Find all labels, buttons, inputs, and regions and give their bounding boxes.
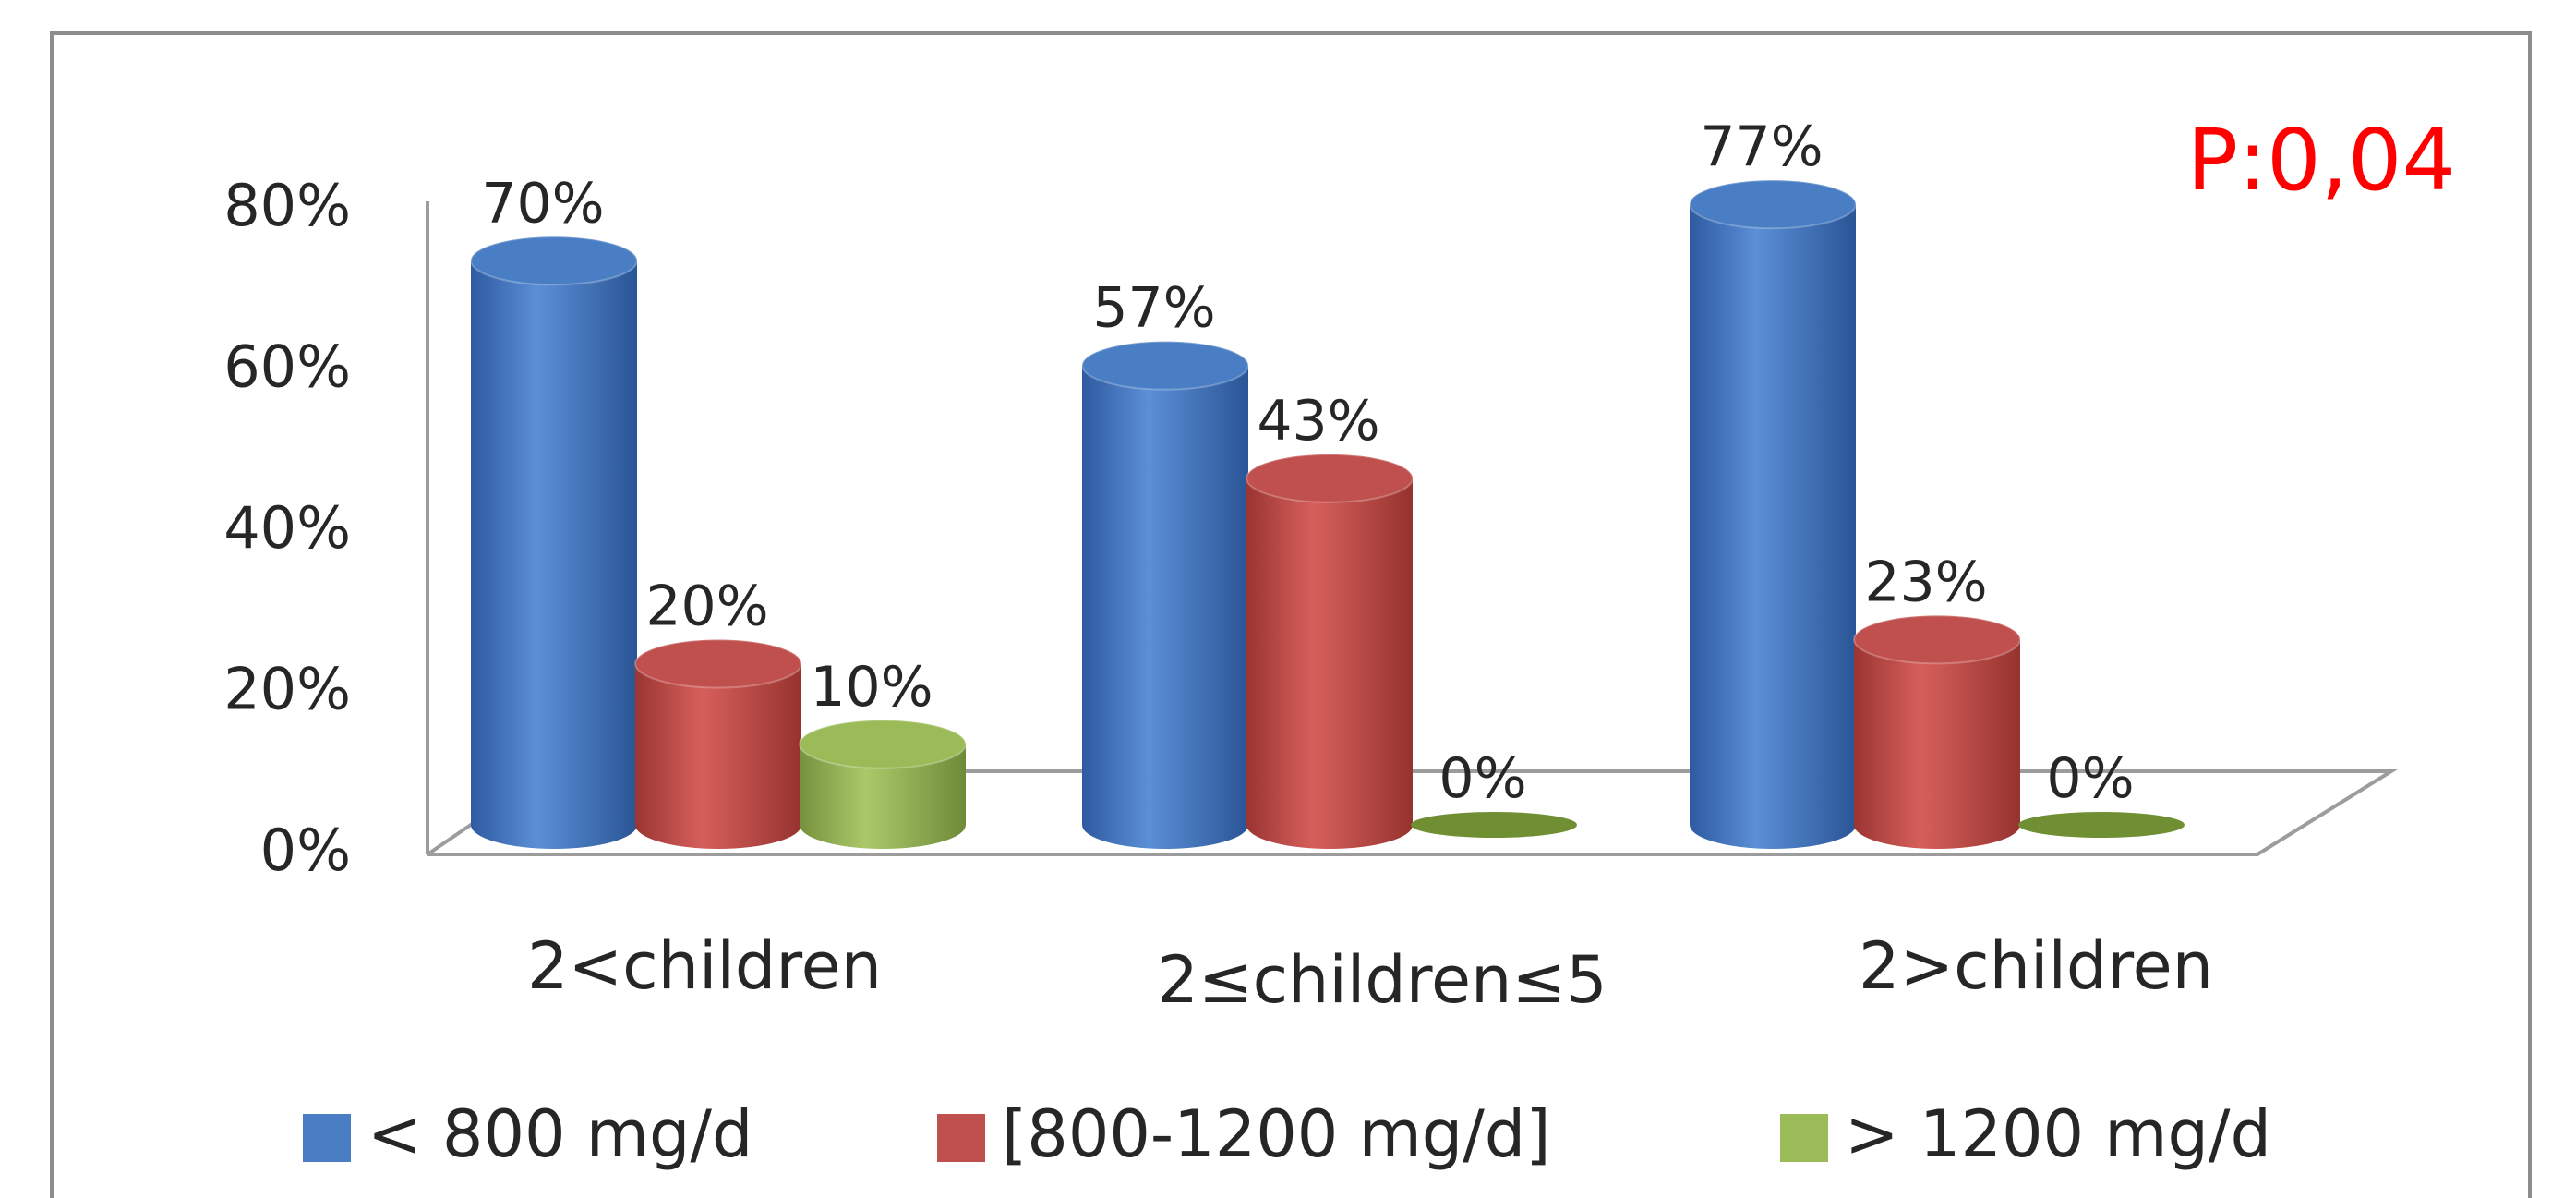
bar-top <box>634 638 802 689</box>
data-label: 57% <box>1092 276 1215 341</box>
bar-top <box>1411 812 1577 838</box>
category-label: 2>children <box>1859 928 2213 1004</box>
data-label: 43% <box>1257 389 1379 454</box>
y-tick-label: 20% <box>223 656 351 723</box>
bar-top <box>1246 453 1414 503</box>
legend-swatch <box>303 1114 351 1162</box>
data-label: 0% <box>2046 746 2134 811</box>
category-label: 2≤children≤5 <box>1157 942 1607 1018</box>
legend-item: < 800 mg/d <box>303 1096 752 1172</box>
bar <box>799 719 967 849</box>
bar-body <box>1082 365 1248 849</box>
bar-body <box>635 663 801 849</box>
legend: < 800 mg/d [800-1200 mg/d] > 1200 mg/d <box>303 1096 2271 1172</box>
data-label: 77% <box>1700 115 1823 179</box>
y-tick-label: 40% <box>223 494 351 562</box>
y-tick-label: 60% <box>223 333 351 401</box>
bar-body <box>1246 478 1413 849</box>
legend-swatch <box>937 1114 985 1162</box>
bar-body <box>1690 204 1856 850</box>
data-label: 10% <box>810 655 933 720</box>
legend-label: [800-1200 mg/d] <box>1002 1096 1551 1172</box>
y-tick-label: 80% <box>223 172 351 239</box>
bar <box>1689 179 1857 850</box>
bar <box>634 638 802 849</box>
bars <box>470 179 2185 850</box>
bar <box>1853 614 2021 849</box>
bar-body <box>1854 639 2020 849</box>
legend-label: < 800 mg/d <box>367 1096 752 1172</box>
bar-body <box>800 744 966 849</box>
bar <box>1246 453 1414 849</box>
x-axis-categories: 2<children 2≤children≤5 2>children <box>527 928 2213 1018</box>
data-label: 20% <box>645 575 768 639</box>
data-label: 0% <box>1438 746 1526 811</box>
bar <box>1411 812 1577 838</box>
legend-swatch <box>1780 1114 1828 1162</box>
data-label: 23% <box>1864 550 1987 614</box>
bar-top <box>1689 179 1857 230</box>
legend-item: > 1200 mg/d <box>1780 1096 2271 1172</box>
bar <box>2018 812 2185 838</box>
data-labels: 70% 57% 77% 20% 43% 23% 10% 0% 0% <box>481 115 2134 811</box>
legend-label: > 1200 mg/d <box>1845 1096 2271 1172</box>
legend-item: [800-1200 mg/d] <box>937 1096 1551 1172</box>
bar-top <box>799 719 967 769</box>
data-label: 70% <box>481 171 604 236</box>
bar-top <box>2018 812 2185 838</box>
y-tick-label: 0% <box>260 817 351 884</box>
bar-top <box>1853 614 2021 665</box>
bar-top <box>470 236 638 286</box>
category-label: 2<children <box>527 928 882 1004</box>
y-axis-ticks: 0% 20% 40% 60% 80% <box>223 172 351 884</box>
bar <box>470 236 638 849</box>
bar-top <box>1081 340 1249 391</box>
bar-body <box>471 260 637 849</box>
p-value-annotation: P:0,04 <box>2187 111 2456 210</box>
bar <box>1081 340 1249 849</box>
